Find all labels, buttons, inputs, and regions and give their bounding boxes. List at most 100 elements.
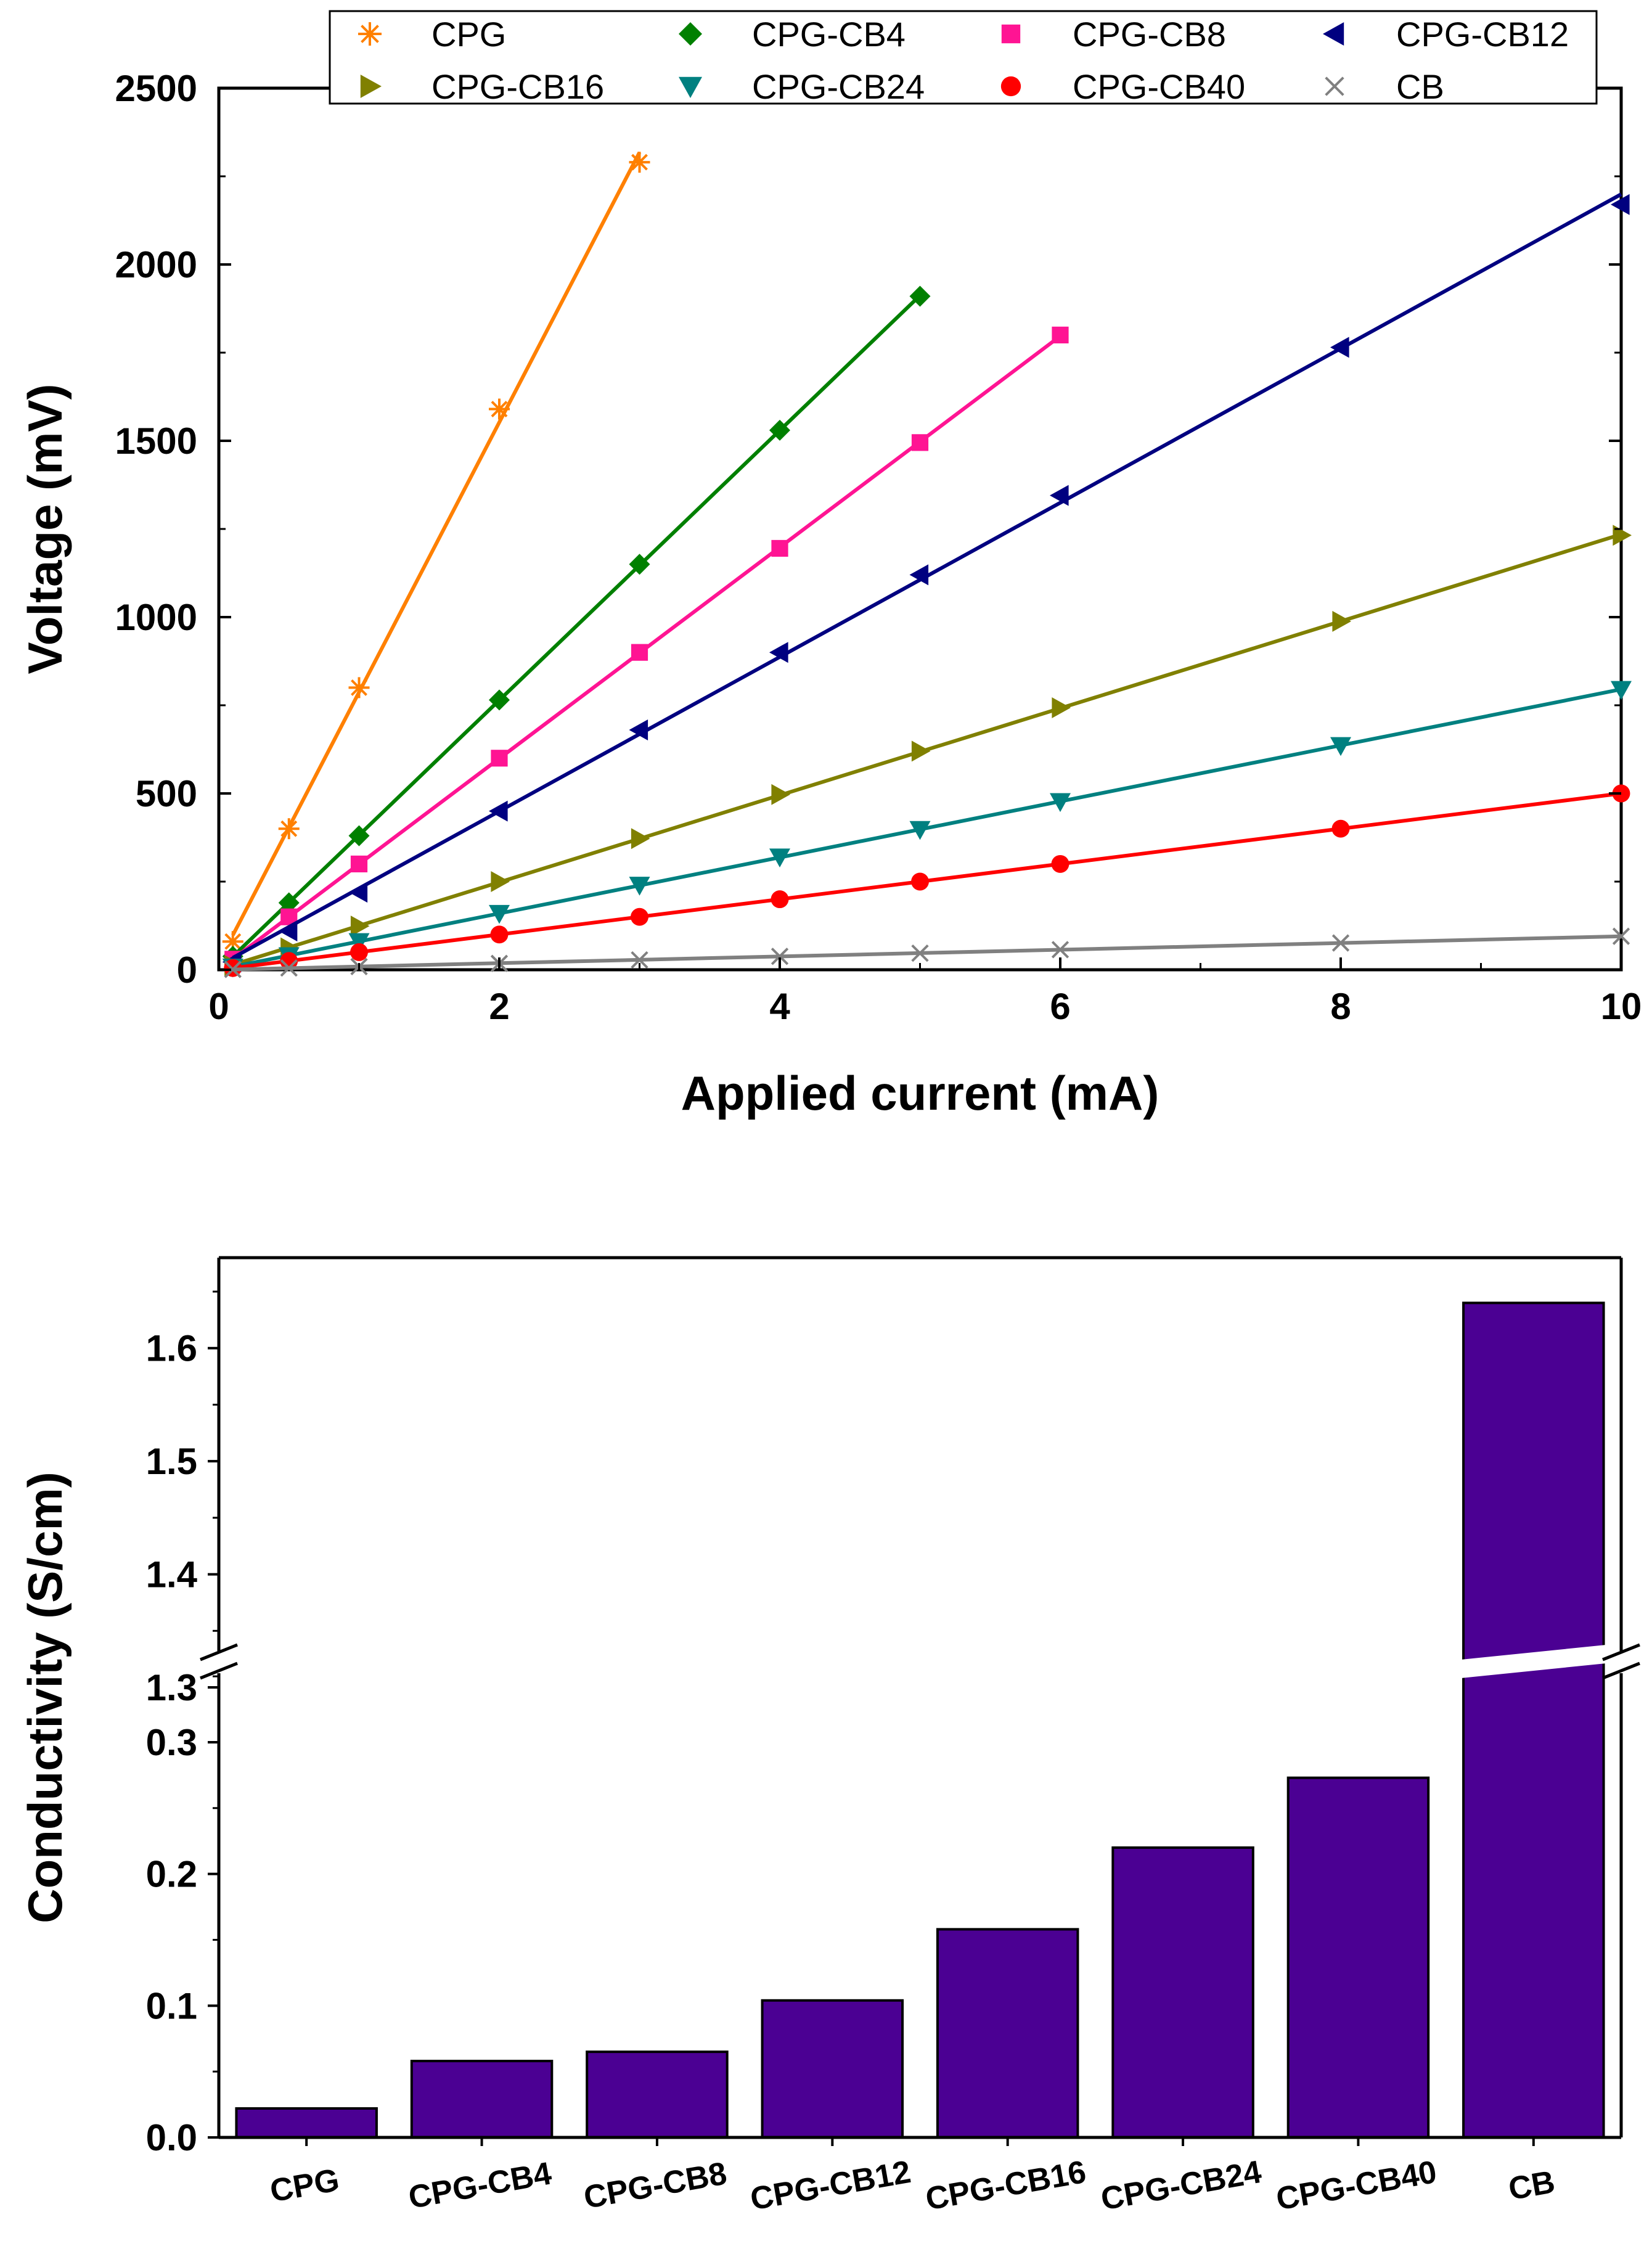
- x-tick-label: 2: [489, 986, 509, 1027]
- data-point: [489, 904, 510, 924]
- legend: CPG CPG-CB4 CPG-CB8 CPG-CB12 CPG-CB16 CPG-CB2…: [329, 10, 1598, 106]
- axis-break-mark: [200, 1643, 238, 1661]
- data-point: [631, 951, 648, 969]
- legend-label: CPG: [431, 15, 506, 54]
- legend-marker-icon: [679, 76, 702, 98]
- y-tick-label: 1000: [115, 597, 197, 638]
- bar-category-label: CPG-CB4: [406, 2155, 554, 2216]
- series-cpg-cb24: [222, 681, 1632, 978]
- data-point: [489, 689, 510, 711]
- data-point: [1612, 927, 1630, 945]
- data-point: [1330, 337, 1349, 358]
- bar-cpg-cb8: [586, 2050, 729, 2139]
- data-point: [1050, 485, 1069, 506]
- legend-label: CPG-CB16: [431, 67, 604, 106]
- bar-cpg-cb40: [1286, 1776, 1430, 2139]
- bar-rect: [761, 1999, 904, 2139]
- bar-y-tick-label: 1.4: [146, 1554, 198, 1596]
- bar-category-label: CPG-CB40: [1274, 2154, 1439, 2218]
- legend-label: CB: [1396, 67, 1444, 106]
- fit-line-cpg-cb4: [231, 294, 922, 958]
- legend-item-cb: CB: [1325, 67, 1444, 106]
- x-axis-title: Applied current (mA): [681, 1066, 1159, 1120]
- bar-rect: [936, 1928, 1079, 2139]
- data-point: [224, 961, 242, 978]
- data-point: [769, 419, 790, 441]
- bar-y-tick-label: 1.5: [146, 1441, 197, 1482]
- data-point: [1331, 934, 1350, 952]
- data-point: [771, 948, 789, 965]
- legend-item-cpg-cb12: CPG-CB12: [1323, 15, 1569, 54]
- data-point: [348, 677, 370, 699]
- data-point: [280, 952, 298, 970]
- series-cpg-cb4: [222, 285, 931, 967]
- bar-rect: [1286, 1776, 1430, 2139]
- x-tick-label: 6: [1050, 986, 1070, 1027]
- series-cpg-cb12: [222, 192, 1630, 973]
- bar-cpg-cb4: [410, 2060, 554, 2139]
- line-series-layer: [222, 151, 1632, 978]
- series-cb: [224, 927, 1630, 978]
- conductivity-bar-chart: 0.0 0.1 0.2 0.3 1.3 1.4 1.5 1.6 CPG CPG-CB4 CPG-CB…: [18, 1256, 1640, 2218]
- bar-category-label: CPG-CB12: [748, 2154, 914, 2218]
- data-point: [909, 285, 931, 307]
- data-point: [1051, 854, 1069, 873]
- data-point: [909, 564, 929, 586]
- legend-marker-icon: [1325, 76, 1344, 96]
- data-point: [489, 398, 510, 420]
- data-point: [491, 871, 510, 892]
- data-point: [911, 434, 929, 451]
- legend-marker-icon: [1323, 22, 1344, 46]
- bar-category-label: CB: [1506, 2164, 1558, 2207]
- data-point: [1050, 793, 1071, 813]
- bar-category-label: CPG: [268, 2162, 342, 2210]
- data-point: [631, 644, 648, 661]
- data-point: [629, 877, 650, 896]
- series-cpg-cb40: [224, 784, 1630, 977]
- y-tick-label: 2000: [115, 244, 197, 285]
- y-tick-label: 1500: [115, 420, 197, 462]
- bar-y-tick-label: 0.2: [146, 1854, 197, 1895]
- data-point: [629, 554, 650, 575]
- x-tick-label: 8: [1330, 986, 1351, 1027]
- data-point: [911, 944, 929, 962]
- series-cpg-cb8: [224, 326, 1069, 968]
- y-axis-title: Voltage (mV): [18, 384, 72, 674]
- data-point: [1611, 681, 1632, 700]
- data-point: [489, 800, 508, 822]
- line-axis-layer: 0 2 4 6 8 10 0 500 1000 1500 2000 2500: [115, 68, 1642, 1027]
- data-point: [629, 719, 648, 741]
- x-tick-label: 4: [769, 986, 790, 1027]
- bar-rect: [410, 2060, 554, 2139]
- bar-cpg-cb16: [936, 1928, 1079, 2139]
- data-point: [769, 848, 790, 867]
- legend-item-cpg: CPG: [358, 15, 506, 54]
- legend-item-cpg-cb24: CPG-CB24: [679, 67, 925, 106]
- data-point: [278, 920, 298, 942]
- bar-y-tick-label: 0.3: [146, 1722, 197, 1763]
- legend-label: CPG-CB4: [752, 15, 906, 54]
- bar-y-tick-label: 1.6: [146, 1328, 197, 1369]
- data-point: [350, 943, 368, 961]
- data-point: [1330, 737, 1351, 756]
- legend-item-cpg-cb8: CPG-CB8: [1001, 15, 1226, 54]
- legend-box: [329, 10, 1598, 105]
- bar-cpg: [235, 2107, 378, 2139]
- axis-break-mark: [200, 1661, 238, 1680]
- bar-cpg-cb12: [761, 1999, 904, 2139]
- legend-item-cpg-cb40: CPG-CB40: [1000, 67, 1245, 106]
- data-point: [629, 152, 650, 173]
- legend-item-cpg-cb4: CPG-CB4: [679, 15, 906, 54]
- bar-y-tick-label: 0.0: [146, 2117, 197, 2158]
- y-tick-label: 2500: [115, 68, 197, 109]
- legend-marker-icon: [679, 22, 702, 46]
- bar-category-label: CPG-CB24: [1098, 2154, 1264, 2218]
- data-point: [771, 890, 789, 909]
- bar-category-label: CPG-CB8: [581, 2155, 730, 2216]
- x-tick-label: 0: [208, 986, 229, 1027]
- axis-break-mark: [1602, 1643, 1640, 1661]
- legend-label: CPG-CB40: [1073, 67, 1245, 106]
- bar-layer: [235, 1301, 1606, 2139]
- data-point: [631, 907, 648, 926]
- legend-marker-icon: [1000, 76, 1021, 97]
